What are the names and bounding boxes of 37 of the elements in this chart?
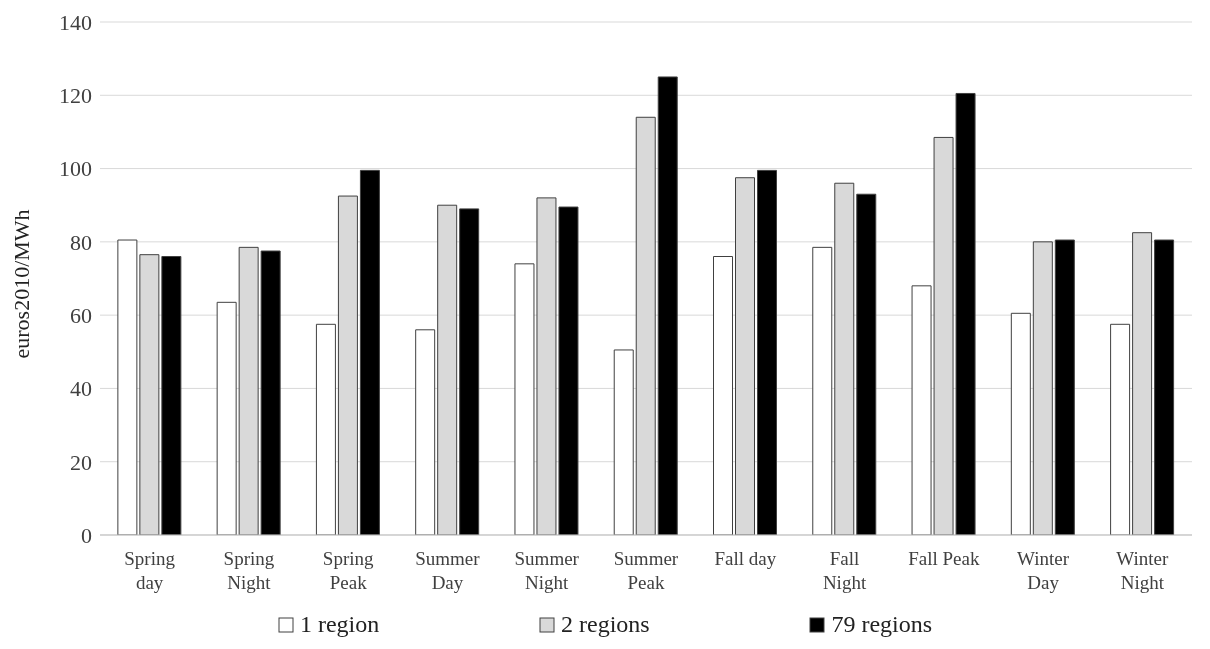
bar <box>1110 323 1131 535</box>
bar <box>812 246 833 535</box>
legend-label: 2 regions <box>560 611 650 638</box>
x-tick-label: Winter Night <box>1116 548 1170 593</box>
y-tick-label: 100 <box>59 156 92 182</box>
x-tick-label: Summer Day <box>415 548 481 593</box>
x-tick-label: Spring Night <box>223 548 275 593</box>
legend-label: 1 region <box>298 611 380 638</box>
bar <box>1010 312 1031 535</box>
x-tick-label: Fall Peak <box>908 548 980 569</box>
x-tick-label: Spring day <box>124 548 176 593</box>
bar <box>415 329 436 535</box>
x-tick-label: Summer Night <box>514 548 580 593</box>
y-tick-label: 140 <box>59 9 92 35</box>
legend-label: 79 regions <box>830 611 933 638</box>
y-tick-label: 60 <box>70 302 92 328</box>
x-tick-label: Summer Peak <box>613 548 679 593</box>
bar <box>757 169 778 535</box>
bar <box>713 256 734 535</box>
x-tick-label: Winter Day <box>1017 548 1070 593</box>
y-tick-label: 20 <box>70 449 92 475</box>
bar <box>657 76 678 535</box>
bar <box>315 323 336 535</box>
y-tick-label: 80 <box>70 229 92 255</box>
bar <box>1154 239 1175 535</box>
bar <box>359 169 380 535</box>
y-tick-label: 120 <box>59 83 92 109</box>
y-tick-label: 40 <box>70 376 92 402</box>
x-tick-label: Fall Night <box>822 548 867 593</box>
x-tick-label: Spring Peak <box>322 548 375 593</box>
x-tick-label: Fall day <box>714 548 777 569</box>
bar <box>613 349 634 535</box>
bar <box>459 208 480 535</box>
y-axis-title: euros2010/MWh <box>8 209 34 359</box>
bar <box>856 193 877 535</box>
bar <box>1054 239 1075 535</box>
y-tick-label: 0 <box>81 522 92 548</box>
